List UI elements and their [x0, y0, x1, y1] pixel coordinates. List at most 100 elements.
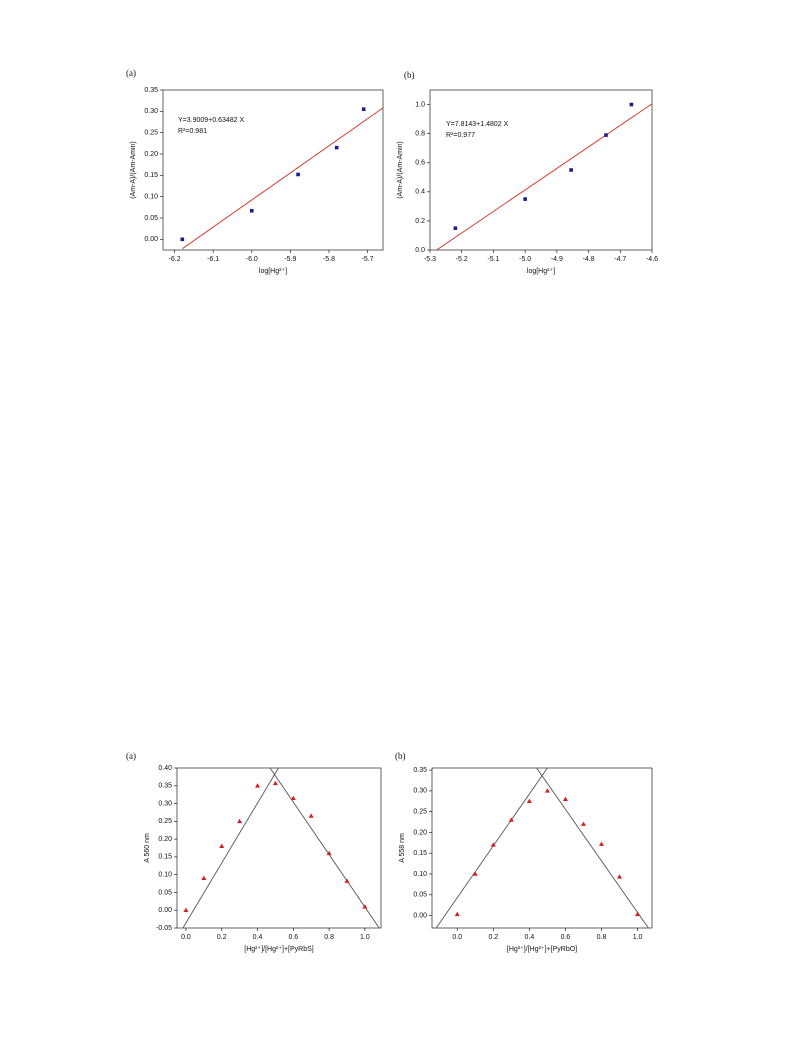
y-axis-label: (Am-A)/(Am-Amin)	[130, 141, 137, 199]
y-tick-label: 0.6	[415, 160, 425, 167]
x-tick-label: 0.4	[525, 934, 535, 941]
x-tick-label: -4.8	[583, 256, 595, 263]
x-tick-label: -4.9	[551, 256, 563, 263]
axes-frame	[162, 89, 384, 251]
y-tick-label: 0.05	[413, 892, 427, 899]
x-tick-label: 0.6	[288, 934, 298, 941]
data-point	[472, 871, 478, 876]
x-tick-label: 0.2	[217, 934, 227, 941]
x-tick-label: -5.2	[456, 256, 468, 263]
panel-label: (a)	[126, 68, 136, 78]
fit-line	[182, 767, 279, 929]
y-tick-label: 0.35	[158, 783, 172, 790]
axes-frame	[429, 89, 653, 251]
data-point	[635, 911, 641, 917]
y-tick-label: 0.00	[413, 912, 427, 919]
annotation: R²=0.977	[446, 132, 475, 139]
panel-label: (a)	[126, 751, 136, 761]
fit-line	[269, 767, 380, 929]
x-tick-label: -5.3	[424, 256, 436, 263]
y-axis-label: A 560 nm	[144, 833, 151, 863]
axes-frame	[431, 767, 653, 929]
x-axis-label: [Hg²⁺]/[Hg²⁺]+[PyRbO]	[507, 946, 577, 953]
y-tick-label: -0.05	[156, 925, 172, 932]
x-tick-label: -5.9	[284, 256, 296, 263]
data-point	[201, 875, 207, 881]
data-point	[255, 783, 261, 788]
x-tick-label: -4.6	[646, 256, 658, 263]
x-tick-label: 0.2	[488, 934, 498, 941]
y-tick-label: 0.00	[144, 236, 158, 243]
x-tick-label: -5.0	[519, 256, 531, 263]
axes-frame	[176, 767, 382, 929]
y-tick-label: 0.35	[144, 87, 158, 94]
y-tick-label: 0.2	[415, 218, 425, 225]
x-tick-label: -6.1	[207, 256, 219, 263]
x-tick-label: 1.0	[360, 934, 370, 941]
x-tick-label: -6.0	[246, 256, 258, 263]
data-point	[362, 904, 368, 909]
x-tick-label: -6.2	[169, 256, 181, 263]
fit-line	[436, 103, 653, 251]
data-point	[604, 133, 608, 137]
x-tick-label: -5.8	[323, 256, 335, 263]
data-point	[453, 226, 458, 230]
data-point	[490, 842, 496, 847]
data-point	[599, 841, 605, 846]
y-tick-label: 0.05	[144, 215, 158, 222]
y-tick-label: 0.05	[158, 889, 172, 896]
panel-label: (b)	[395, 751, 406, 761]
data-point	[272, 780, 278, 786]
y-tick-label: 0.35	[413, 767, 427, 774]
annotation: Y=7.8143+1.4802 X	[446, 121, 509, 128]
panel-label: (b)	[404, 70, 415, 80]
y-tick-label: 0.15	[413, 850, 427, 857]
data-point	[308, 813, 314, 818]
y-tick-label: 0.20	[158, 836, 172, 843]
x-tick-label: 0.4	[253, 934, 263, 941]
y-tick-label: 0.0	[415, 247, 425, 254]
data-point	[326, 850, 332, 856]
fit-line	[536, 767, 649, 929]
x-tick-label: 0.0	[452, 934, 462, 941]
x-tick-label: 0.8	[597, 934, 607, 941]
data-point	[569, 168, 573, 172]
data-point	[361, 107, 366, 111]
y-tick-label: 0.30	[144, 108, 158, 115]
y-tick-label: 0.8	[415, 130, 425, 137]
data-point	[180, 237, 185, 242]
y-tick-label: 0.10	[158, 872, 172, 879]
y-tick-label: 0.30	[413, 788, 427, 795]
y-tick-label: 0.15	[144, 172, 158, 179]
y-tick-label: 0.15	[158, 854, 172, 861]
y-tick-label: 0.10	[144, 194, 158, 201]
fit-line	[182, 107, 384, 250]
y-tick-label: 0.30	[158, 800, 172, 807]
y-axis-label: A 558 nm	[399, 833, 406, 863]
y-tick-label: 0.10	[413, 871, 427, 878]
x-axis-label: log[Hg²⁺]	[259, 268, 287, 275]
x-tick-label: 0.8	[324, 934, 334, 941]
data-point	[617, 874, 623, 879]
y-tick-label: 0.4	[415, 189, 425, 196]
x-tick-label: 1.0	[633, 934, 643, 941]
y-tick-label: 0.00	[158, 907, 172, 914]
y-tick-label: 1.0	[415, 101, 425, 108]
x-tick-label: 0.6	[561, 934, 571, 941]
data-point	[526, 798, 532, 804]
x-tick-label: 0.0	[181, 934, 191, 941]
y-axis-label: (Am-A)/(Am-Amin)	[397, 141, 404, 199]
y-tick-label: 0.40	[158, 765, 172, 772]
annotation: R²=0.981	[178, 128, 207, 135]
y-tick-label: 0.20	[413, 829, 427, 836]
x-axis-label: log[Hg²⁺]	[527, 268, 555, 275]
data-point	[580, 821, 586, 826]
y-tick-label: 0.20	[144, 151, 158, 158]
data-point	[249, 208, 254, 213]
y-tick-label: 0.25	[144, 130, 158, 137]
data-point	[344, 878, 350, 883]
data-point	[296, 172, 300, 177]
annotation: Y=3.9009+0.63482 X	[178, 117, 245, 124]
data-point	[629, 102, 634, 107]
